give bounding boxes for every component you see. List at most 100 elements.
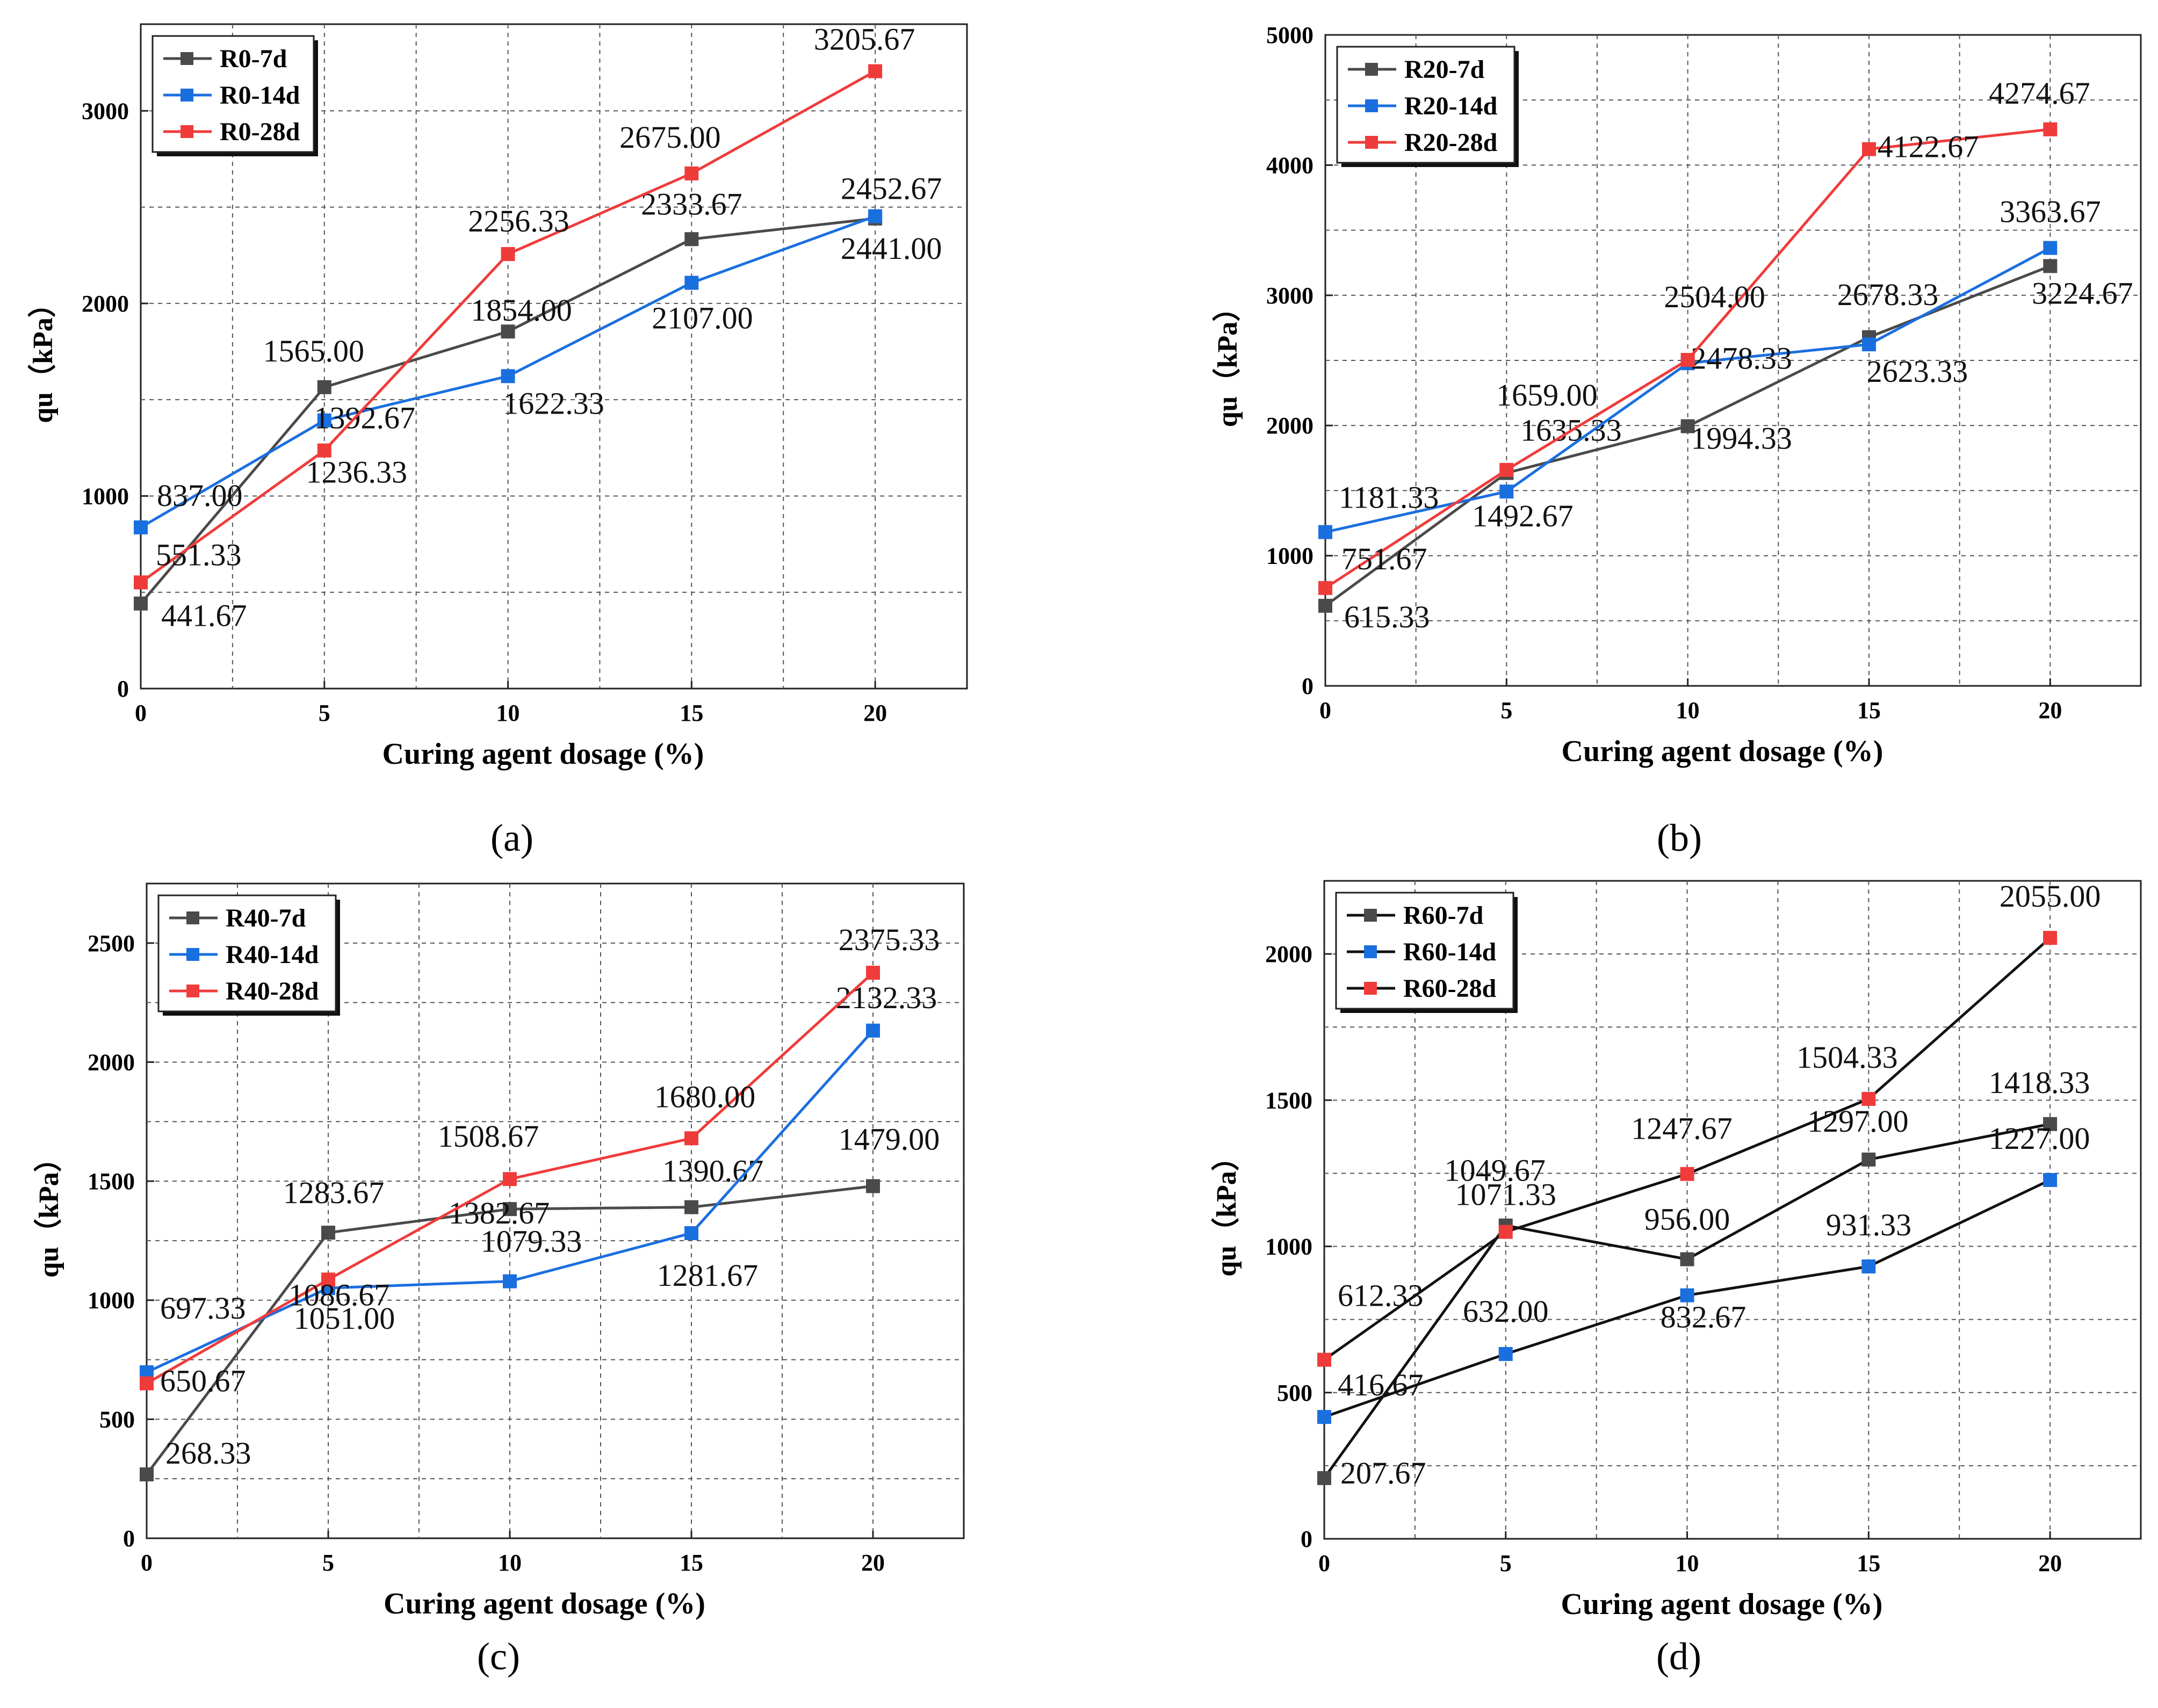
x-tick-label: 20 xyxy=(2038,697,2062,723)
data-label: 1680.00 xyxy=(654,1079,756,1114)
data-label: 1086.67 xyxy=(288,1277,390,1312)
y-tick-label: 0 xyxy=(1301,1526,1312,1552)
data-label: 3224.67 xyxy=(2032,276,2133,310)
data-label: 2504.00 xyxy=(1664,279,1765,314)
data-label: 1659.00 xyxy=(1496,378,1598,412)
data-point xyxy=(2043,241,2058,255)
y-tick-label: 1500 xyxy=(88,1168,135,1195)
data-point xyxy=(317,413,331,428)
y-tick-label: 1500 xyxy=(1265,1087,1312,1113)
y-axis-title: qu（kPa） xyxy=(33,1144,64,1278)
x-axis-title: Curing agent dosage (%) xyxy=(384,1587,705,1620)
y-tick-label: 500 xyxy=(1277,1380,1312,1406)
data-label: 1051.00 xyxy=(294,1301,395,1336)
data-label: 1504.33 xyxy=(1796,1040,1898,1075)
data-point xyxy=(1317,1410,1331,1424)
legend-marker-swatch xyxy=(1365,99,1378,112)
data-label: 2256.33 xyxy=(468,204,569,238)
y-tick-label: 2500 xyxy=(88,930,135,957)
x-tick-label: 10 xyxy=(1676,697,1700,723)
data-label: 2333.67 xyxy=(641,186,742,221)
data-label: 1565.00 xyxy=(263,334,365,368)
data-label: 1071.33 xyxy=(1455,1177,1557,1212)
legend-marker-swatch xyxy=(1364,982,1377,995)
legend-label: R40-14d xyxy=(226,940,319,969)
x-axis-title: Curing agent dosage (%) xyxy=(382,737,704,771)
data-label: 1227.00 xyxy=(1989,1121,2090,1156)
data-point xyxy=(866,1179,880,1193)
data-label: 931.33 xyxy=(1826,1207,1912,1242)
data-point xyxy=(684,1131,698,1146)
data-label: 2623.33 xyxy=(1867,354,1968,389)
data-label: 2452.67 xyxy=(841,171,942,206)
data-label: 612.33 xyxy=(1338,1278,1424,1313)
x-tick-label: 15 xyxy=(1857,697,1881,723)
data-point xyxy=(140,1467,154,1482)
y-tick-label: 1000 xyxy=(82,483,129,509)
panel-label: (d) xyxy=(1656,1635,1701,1678)
data-point xyxy=(1317,1471,1331,1485)
data-label: 956.00 xyxy=(1644,1202,1730,1237)
data-label: 2675.00 xyxy=(619,120,721,155)
y-tick-label: 4000 xyxy=(1266,152,1313,178)
data-point xyxy=(1862,337,1876,352)
legend-marker-swatch xyxy=(181,125,193,138)
data-point xyxy=(1318,525,1332,539)
data-label: 2055.00 xyxy=(2000,879,2101,914)
data-point xyxy=(1861,1152,1876,1167)
chart-panel-3: 0 5 10 15 20 0 500 1000 1500 2000 2500 Curing agent… xyxy=(33,882,965,1678)
x-tick-label: 15 xyxy=(680,1550,703,1576)
legend-label: R20-14d xyxy=(1404,92,1498,120)
data-label: 615.33 xyxy=(1344,599,1430,634)
legend-marker-swatch xyxy=(1365,136,1378,149)
data-label: 832.67 xyxy=(1661,1300,1746,1335)
data-point xyxy=(503,1274,517,1289)
data-label: 1247.67 xyxy=(1631,1111,1733,1146)
data-point xyxy=(866,966,880,980)
legend-label: R60-14d xyxy=(1403,938,1497,966)
data-label: 697.33 xyxy=(160,1291,246,1326)
data-point xyxy=(1498,1225,1513,1239)
y-tick-label: 1000 xyxy=(1265,1234,1312,1260)
data-point xyxy=(2043,1117,2058,1131)
legend-label: R0-14d xyxy=(220,81,300,110)
chart-panel-2: 0 5 10 15 20 0 1000 2000 3000 4000 5000 Curing agen… xyxy=(1212,22,2142,859)
data-point xyxy=(868,64,883,78)
data-label: 650.67 xyxy=(160,1364,246,1399)
y-tick-label: 3000 xyxy=(1266,283,1313,309)
x-tick-label: 20 xyxy=(2038,1550,2062,1576)
data-label: 1622.33 xyxy=(503,386,604,421)
data-point xyxy=(501,247,515,261)
y-axis-title: qu（kPa） xyxy=(1212,294,1243,428)
data-point xyxy=(503,1202,517,1217)
x-tick-label: 5 xyxy=(1500,697,1512,723)
data-point xyxy=(684,166,699,180)
x-tick-label: 0 xyxy=(141,1550,153,1576)
data-point xyxy=(2043,1173,2058,1187)
data-label: 4122.67 xyxy=(1878,129,1979,164)
legend-label: R40-7d xyxy=(226,904,306,932)
data-label: 2132.33 xyxy=(836,980,937,1015)
legend-marker-swatch xyxy=(186,911,199,924)
legend-label: R60-7d xyxy=(1403,901,1484,930)
data-label: 268.33 xyxy=(165,1436,251,1471)
x-tick-label: 10 xyxy=(496,700,520,726)
x-tick-label: 20 xyxy=(861,1550,885,1576)
data-label: 1508.67 xyxy=(438,1119,539,1154)
data-point xyxy=(1318,598,1332,613)
data-point xyxy=(684,1226,698,1240)
x-tick-label: 15 xyxy=(680,700,703,726)
data-point xyxy=(1862,142,1876,156)
legend-label: R0-28d xyxy=(220,118,300,146)
legend-label: R20-28d xyxy=(1404,128,1498,157)
data-label: 441.67 xyxy=(161,598,247,633)
y-tick-label: 0 xyxy=(1302,673,1313,699)
legend-marker-swatch xyxy=(186,985,199,997)
data-label: 207.67 xyxy=(1340,1456,1426,1490)
data-label: 1297.00 xyxy=(1807,1104,1909,1139)
y-axis-title: qu（kPa） xyxy=(1211,1143,1242,1277)
data-label: 2678.33 xyxy=(1837,277,1939,312)
y-tick-label: 2000 xyxy=(82,291,129,317)
data-label: 1418.33 xyxy=(1989,1065,2090,1100)
data-label: 2375.33 xyxy=(839,922,940,957)
